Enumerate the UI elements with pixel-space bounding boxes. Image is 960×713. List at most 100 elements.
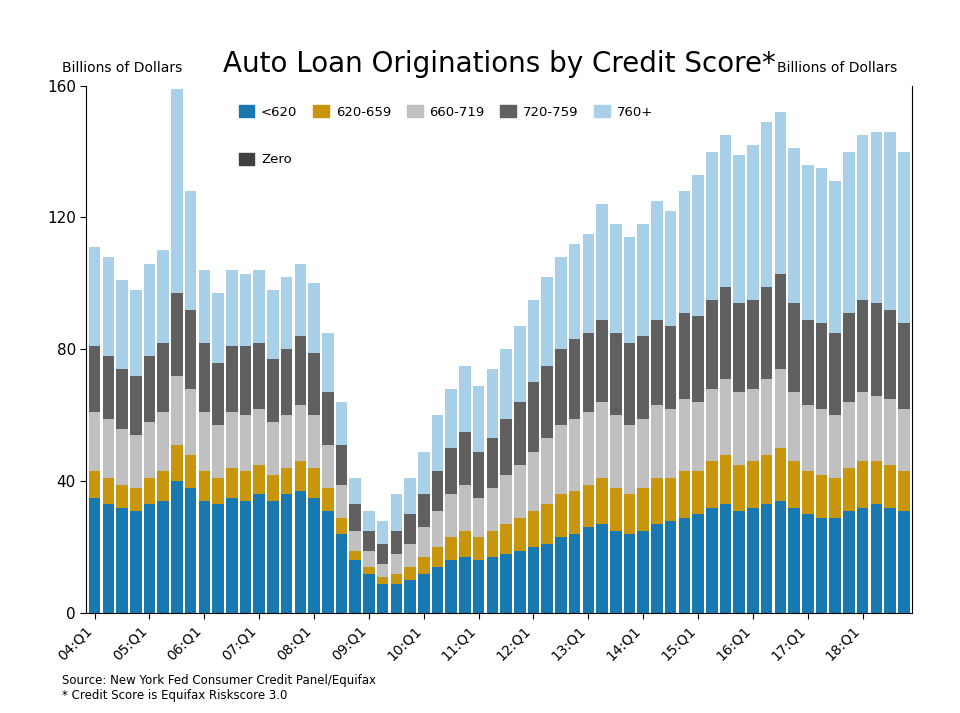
Bar [720, 504, 732, 613]
Bar [528, 451, 540, 511]
Bar [541, 366, 553, 438]
Bar [829, 333, 841, 415]
Bar [775, 501, 786, 613]
Bar [103, 419, 114, 478]
Bar [747, 300, 758, 389]
Bar [391, 573, 402, 583]
Bar [692, 175, 704, 317]
Bar [610, 224, 621, 333]
Bar [541, 504, 553, 544]
Bar [583, 333, 594, 412]
Bar [336, 485, 348, 518]
Bar [528, 548, 540, 613]
Bar [568, 419, 581, 491]
Bar [103, 478, 114, 504]
Bar [720, 287, 732, 379]
Bar [706, 389, 717, 461]
Bar [747, 461, 758, 508]
Bar [843, 511, 854, 613]
Bar [88, 346, 101, 412]
Bar [459, 432, 470, 485]
Bar [376, 564, 389, 577]
Bar [171, 293, 182, 376]
Bar [295, 491, 306, 613]
Bar [528, 382, 540, 451]
Bar [843, 468, 854, 511]
Bar [829, 478, 841, 518]
Bar [568, 339, 581, 419]
Bar [240, 346, 252, 415]
Bar [322, 488, 334, 511]
Bar [459, 366, 470, 432]
Bar [884, 309, 896, 399]
Bar [472, 560, 485, 613]
Bar [514, 402, 525, 465]
Bar [651, 524, 662, 613]
Bar [184, 309, 197, 389]
Bar [226, 270, 237, 346]
Bar [487, 530, 498, 557]
Bar [706, 508, 717, 613]
Bar [418, 573, 430, 613]
Bar [720, 455, 732, 504]
Bar [692, 317, 704, 402]
Bar [775, 274, 786, 369]
Bar [583, 234, 594, 333]
Bar [487, 369, 498, 438]
Bar [103, 356, 114, 419]
Bar [144, 264, 156, 356]
Bar [212, 362, 224, 425]
Bar [144, 504, 156, 613]
Title: Auto Loan Originations by Credit Score*: Auto Loan Originations by Credit Score* [223, 50, 776, 78]
Bar [295, 406, 306, 461]
Bar [514, 518, 525, 550]
Bar [610, 488, 621, 530]
Bar [679, 399, 690, 471]
Bar [760, 379, 773, 455]
Bar [898, 409, 909, 471]
Bar [898, 471, 909, 511]
Bar [308, 415, 320, 468]
Bar [432, 471, 444, 511]
Bar [363, 567, 374, 573]
Bar [280, 349, 293, 415]
Bar [500, 524, 512, 554]
Bar [144, 478, 156, 504]
Bar [432, 415, 444, 471]
Bar [472, 451, 485, 498]
Bar [157, 471, 169, 501]
Bar [568, 491, 581, 534]
Bar [747, 145, 758, 300]
Bar [898, 511, 909, 613]
Bar [280, 415, 293, 468]
Bar [322, 511, 334, 613]
Bar [775, 448, 786, 501]
Bar [404, 514, 416, 544]
Bar [184, 389, 197, 455]
Bar [171, 445, 182, 481]
Bar [171, 376, 182, 445]
Bar [596, 524, 608, 613]
Bar [349, 504, 361, 530]
Bar [459, 530, 470, 557]
Bar [240, 501, 252, 613]
Bar [843, 152, 854, 313]
Bar [856, 508, 869, 613]
Bar [884, 508, 896, 613]
Bar [829, 181, 841, 333]
Bar [528, 300, 540, 382]
Bar [226, 346, 237, 412]
Bar [541, 277, 553, 366]
Bar [487, 557, 498, 613]
Bar [651, 406, 662, 478]
Bar [253, 270, 265, 343]
Bar [418, 451, 430, 495]
Bar [472, 386, 485, 451]
Bar [199, 270, 210, 343]
Bar [295, 461, 306, 491]
Bar [418, 495, 430, 528]
Bar [184, 488, 197, 613]
Bar [555, 257, 566, 349]
Bar [610, 333, 621, 415]
Bar [404, 567, 416, 580]
